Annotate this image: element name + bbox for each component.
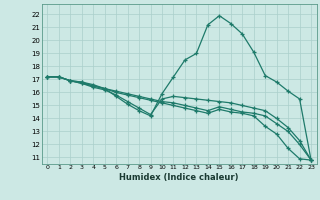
X-axis label: Humidex (Indice chaleur): Humidex (Indice chaleur) [119,173,239,182]
